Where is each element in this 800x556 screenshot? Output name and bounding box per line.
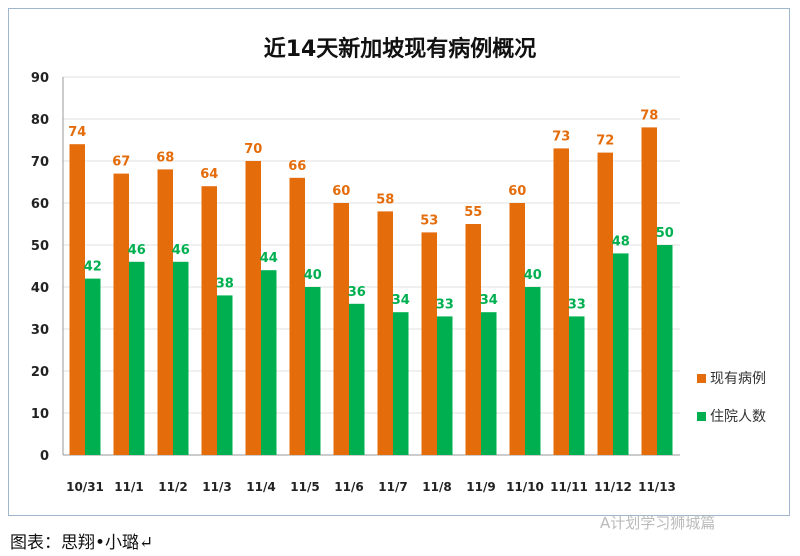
x-tick-label: 11/5 bbox=[290, 480, 319, 494]
bar-cases bbox=[553, 148, 569, 455]
data-label: 46 bbox=[172, 243, 190, 258]
y-tick-label: 60 bbox=[31, 197, 49, 212]
data-label: 67 bbox=[112, 155, 130, 170]
bar-cases bbox=[289, 177, 305, 456]
bar-hospitalized bbox=[173, 261, 189, 455]
x-tick-label: 11/3 bbox=[202, 480, 231, 494]
bar-cases bbox=[113, 173, 129, 455]
bar-cases bbox=[69, 144, 85, 455]
data-label: 60 bbox=[332, 184, 350, 199]
y-tick-label: 10 bbox=[31, 407, 49, 422]
bar-cases bbox=[509, 203, 525, 455]
bar-cases bbox=[157, 169, 173, 455]
y-tick-label: 80 bbox=[31, 113, 49, 128]
data-label: 53 bbox=[420, 213, 438, 228]
x-tick-label: 11/12 bbox=[594, 480, 632, 494]
data-label: 70 bbox=[244, 142, 262, 157]
data-label: 78 bbox=[640, 108, 658, 123]
data-label: 55 bbox=[464, 205, 482, 220]
data-label: 48 bbox=[612, 234, 630, 249]
chart-title: 近14天新加坡现有病例概况 bbox=[264, 36, 537, 62]
bar-hospitalized bbox=[613, 253, 629, 455]
x-tick-label: 10/31 bbox=[66, 480, 104, 494]
chart-frame bbox=[8, 8, 790, 516]
data-label: 33 bbox=[568, 297, 586, 312]
data-label: 74 bbox=[68, 125, 86, 140]
bar-chart: 近14天新加坡现有病例概况 0 10 20 30 40 50 60 70 80 90 74 42 10/3… bbox=[31, 36, 766, 494]
bar-cases bbox=[201, 186, 217, 455]
x-tick-label: 11/2 bbox=[158, 480, 187, 494]
data-label: 58 bbox=[376, 192, 394, 207]
y-tick-label: 90 bbox=[31, 71, 49, 86]
y-tick-label: 40 bbox=[31, 281, 49, 296]
data-label: 60 bbox=[508, 184, 526, 199]
bar-hospitalized bbox=[349, 303, 365, 455]
legend-label: 现有病例 bbox=[710, 371, 766, 387]
watermark: A计划学习狮城篇 bbox=[600, 514, 716, 532]
x-tick-label: 11/10 bbox=[506, 480, 544, 494]
bar-hospitalized bbox=[261, 270, 277, 455]
data-label: 66 bbox=[288, 159, 306, 174]
x-tick-label: 11/8 bbox=[422, 480, 451, 494]
data-label: 46 bbox=[128, 243, 146, 258]
data-label: 72 bbox=[596, 134, 614, 149]
legend-swatch bbox=[697, 374, 706, 383]
y-tick-label: 30 bbox=[31, 323, 49, 338]
bar-hospitalized bbox=[525, 287, 541, 455]
x-tick-label: 11/6 bbox=[334, 480, 363, 494]
bar-hospitalized bbox=[129, 261, 145, 455]
y-tick-label: 70 bbox=[31, 155, 49, 170]
data-label: 42 bbox=[84, 260, 102, 275]
bar-hospitalized bbox=[393, 312, 409, 455]
bar-hospitalized bbox=[85, 278, 101, 455]
x-tick-label: 11/13 bbox=[638, 480, 676, 494]
y-tick-label: 0 bbox=[40, 449, 49, 464]
data-label: 33 bbox=[436, 297, 454, 312]
bar-cases bbox=[333, 203, 349, 455]
y-tick-label: 50 bbox=[31, 239, 49, 254]
bar-hospitalized bbox=[569, 316, 585, 455]
y-tick-label: 20 bbox=[31, 365, 49, 380]
data-label: 34 bbox=[480, 293, 498, 308]
bar-cases bbox=[421, 232, 437, 455]
bar-cases bbox=[641, 127, 657, 456]
data-label: 36 bbox=[348, 285, 366, 300]
data-label: 68 bbox=[156, 150, 174, 165]
bar-hospitalized bbox=[437, 316, 453, 455]
data-label: 64 bbox=[200, 167, 218, 182]
bar-cases bbox=[597, 152, 613, 455]
bar-hospitalized bbox=[217, 295, 233, 455]
bar-cases bbox=[377, 211, 393, 455]
x-tick-label: 11/9 bbox=[466, 480, 495, 494]
x-tick-label: 11/11 bbox=[550, 480, 588, 494]
bar-hospitalized bbox=[481, 312, 497, 455]
x-tick-label: 11/7 bbox=[378, 480, 407, 494]
bar-hospitalized bbox=[305, 287, 321, 455]
data-label: 40 bbox=[524, 268, 542, 283]
caption: 图表：思翔•小璐↵ bbox=[10, 533, 154, 553]
data-label: 73 bbox=[552, 129, 570, 144]
data-label: 40 bbox=[304, 268, 322, 283]
bar-cases bbox=[245, 161, 261, 455]
bar-hospitalized bbox=[657, 245, 673, 455]
data-label: 38 bbox=[216, 276, 234, 291]
x-tick-label: 11/1 bbox=[114, 480, 143, 494]
data-label: 50 bbox=[656, 226, 674, 241]
bar-cases bbox=[465, 224, 481, 455]
legend-swatch bbox=[697, 412, 706, 421]
data-label: 34 bbox=[392, 293, 410, 308]
data-label: 44 bbox=[260, 251, 278, 266]
legend-label: 住院人数 bbox=[710, 409, 766, 425]
x-tick-label: 11/4 bbox=[246, 480, 275, 494]
